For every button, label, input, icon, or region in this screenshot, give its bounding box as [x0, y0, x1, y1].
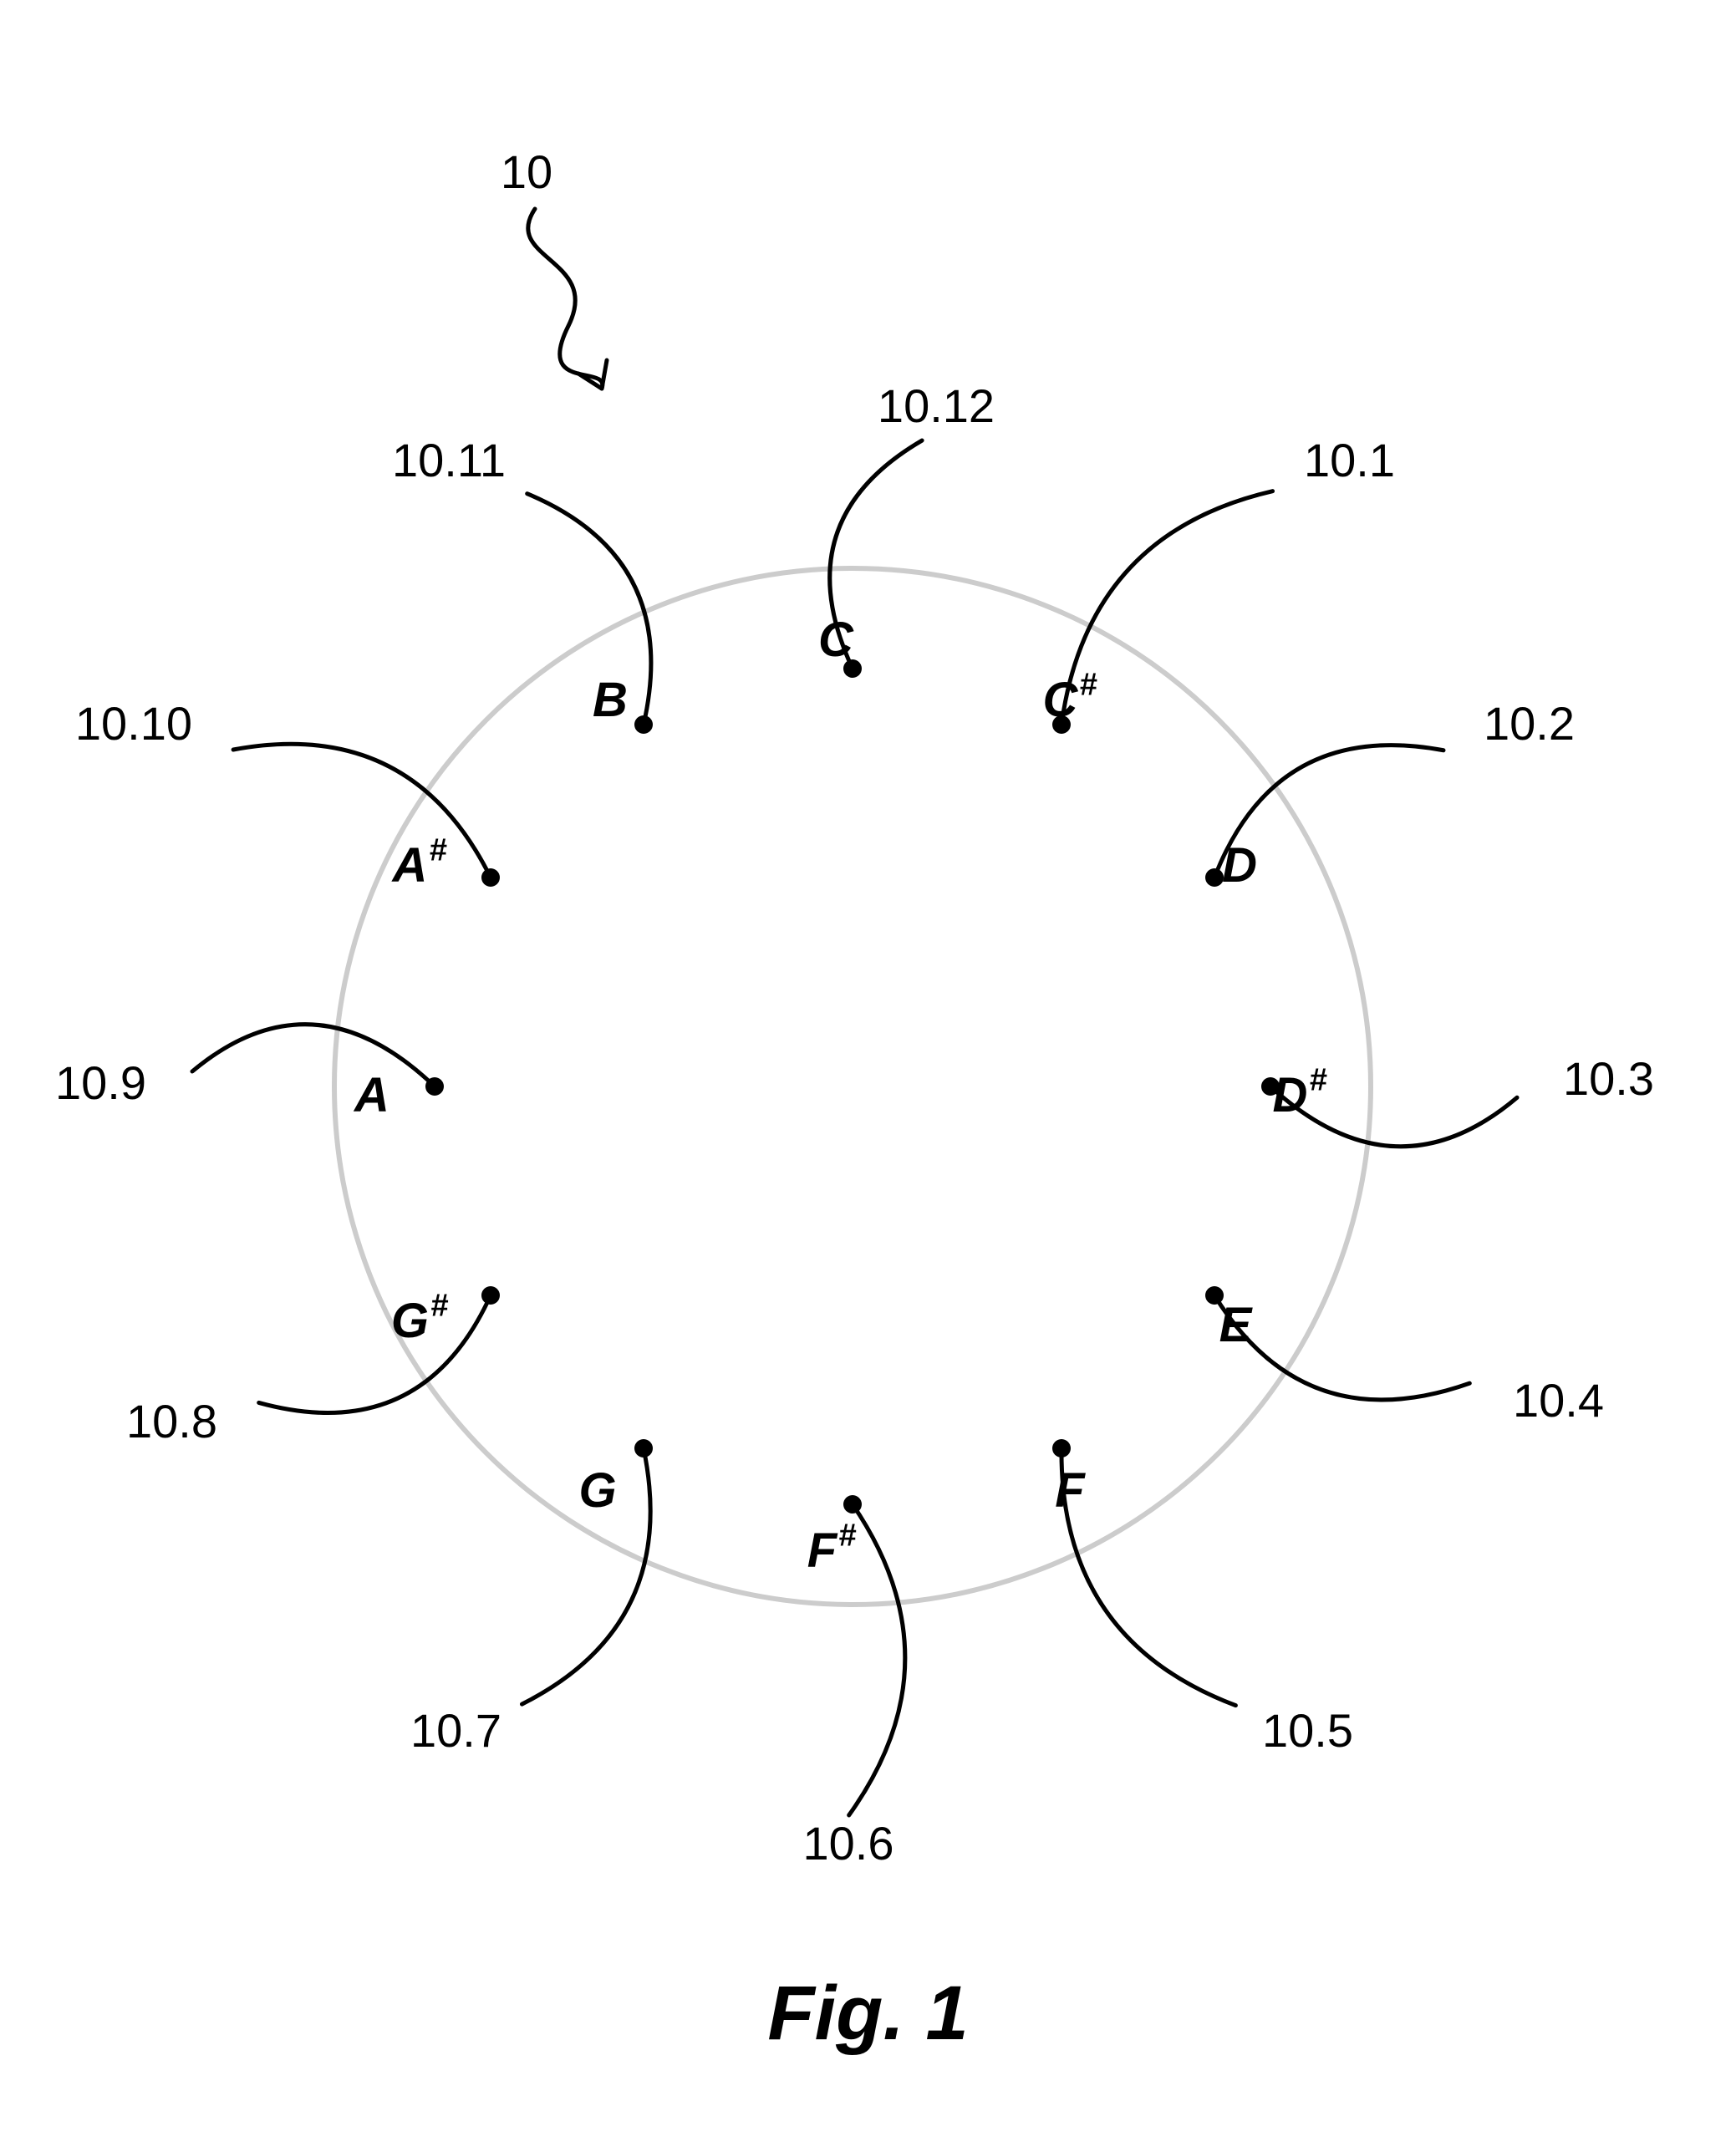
- ref-label-10-11: 10.11: [392, 434, 506, 486]
- note-label-Asharp: A#: [390, 833, 447, 893]
- note-label-B: B: [593, 673, 628, 727]
- ref-label-10-12: 10.12: [878, 379, 995, 432]
- note-label-F: F: [1055, 1463, 1086, 1518]
- leader-10-4: [1214, 1295, 1469, 1400]
- leader-10-9: [192, 1025, 435, 1086]
- note-label-A: A: [353, 1068, 389, 1122]
- ref-label-10-3: 10.3: [1563, 1052, 1654, 1105]
- leader-10-10: [233, 744, 491, 878]
- note-label-Dsharp: D#: [1272, 1063, 1327, 1123]
- ref-label-10-4: 10.4: [1513, 1374, 1604, 1427]
- chromatic-circle: [334, 568, 1371, 1605]
- leader-10-8: [259, 1295, 491, 1413]
- figure-caption: Fig. 1: [767, 1971, 968, 2056]
- figure-ref-10-arrowhead: [578, 360, 607, 389]
- figure-1-diagram: 10C10.12C#10.1D10.2D#10.3E10.4F10.5F#10.…: [0, 0, 1736, 2147]
- leader-10-11: [527, 494, 651, 725]
- ref-label-10-2: 10.2: [1484, 697, 1575, 750]
- note-label-Gsharp: G#: [391, 1289, 449, 1349]
- ref-label-10-5: 10.5: [1262, 1704, 1353, 1757]
- leader-10-5: [1061, 1448, 1235, 1706]
- ref-label-10-9: 10.9: [55, 1056, 146, 1109]
- note-label-G: G: [578, 1463, 616, 1518]
- ref-label-10-7: 10.7: [410, 1704, 501, 1757]
- ref-label-10-6: 10.6: [803, 1817, 894, 1870]
- ref-label-10-1: 10.1: [1304, 434, 1395, 486]
- figure-ref-10-arrow: [528, 209, 603, 389]
- leader-10-6: [849, 1504, 905, 1815]
- ref-label-10-8: 10.8: [126, 1395, 217, 1447]
- ref-label-10-10: 10.10: [75, 697, 192, 750]
- figure-ref-10: 10: [501, 145, 552, 198]
- note-label-Fsharp: F#: [807, 1519, 857, 1579]
